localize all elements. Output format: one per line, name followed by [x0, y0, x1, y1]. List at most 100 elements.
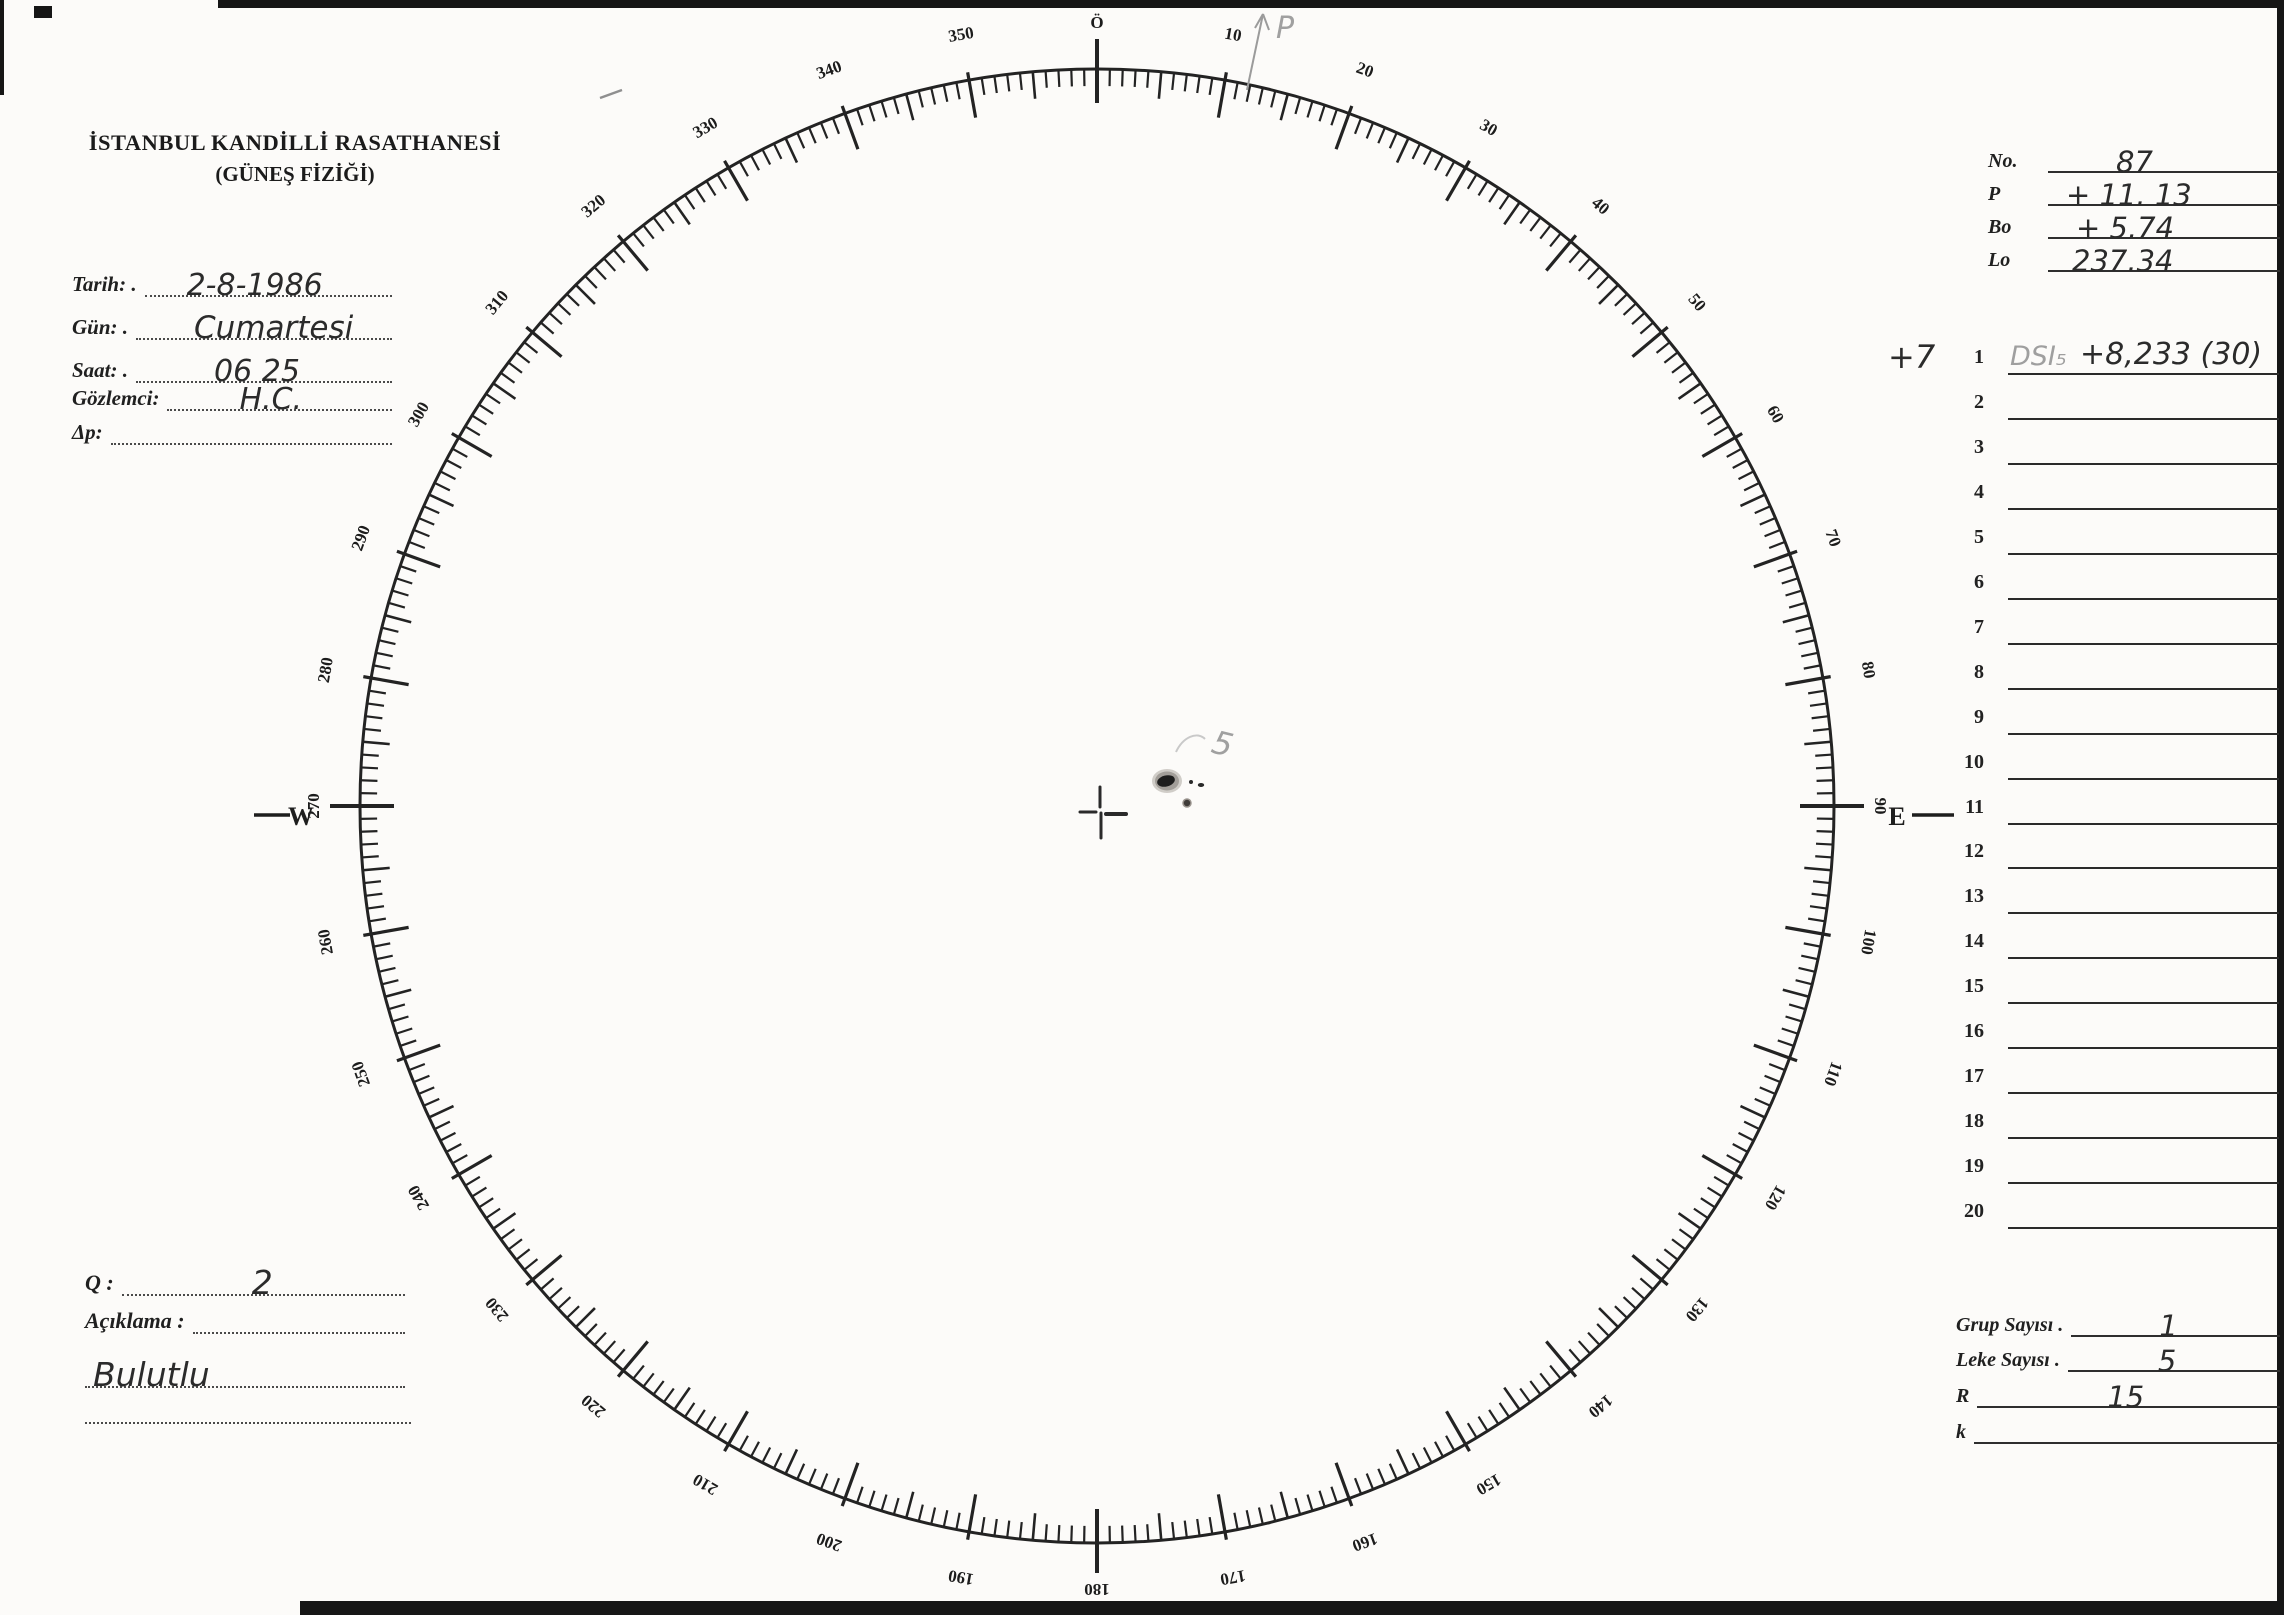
degree-label: 40 [1588, 193, 1613, 218]
degree-label: 110 [1820, 1059, 1846, 1089]
summary-value-handwritten: 5 [2157, 1344, 2177, 1378]
scan-edge-right [2277, 4, 2284, 1615]
field-aciklama-extra-line [85, 1390, 411, 1424]
scan-edge-bottom [300, 1601, 2284, 1615]
spot-row-entry: +8,233 (30) [2080, 337, 2263, 372]
field-label: Tarih: . [72, 272, 137, 296]
spot-row-number: 2 [1974, 390, 1984, 413]
tick-path [330, 39, 1864, 1573]
spot-list-margin-note: +7 [1888, 338, 1936, 376]
degree-label: 220 [578, 1391, 610, 1422]
field-tarih: Tarih: . 2-8-1986 [72, 263, 392, 303]
field-gozlemci: Gözlemci: H.C. [72, 375, 392, 417]
ephemeris-no: No. 87 [1988, 140, 2280, 179]
degree-label: 330 [689, 113, 721, 142]
field-value-handwritten: Cumartesi [194, 310, 354, 346]
degree-label: 300 [404, 398, 433, 430]
summary-line [1974, 1408, 2280, 1444]
ephemeris-line: + 5.74 [2048, 204, 2280, 245]
field-saat: Saat: . 06 25 [72, 349, 392, 389]
degree-label: 30 [1477, 115, 1501, 140]
sunspot-dot [1189, 780, 1193, 784]
spot-row-number: 6 [1974, 570, 1984, 593]
summary-label: Leke Sayısı . [1956, 1349, 2060, 1371]
p-angle-letter: P [1276, 11, 1295, 46]
spot-row-number: 3 [1974, 435, 1984, 458]
spot-row-line [2008, 552, 2279, 555]
spot-row-line [2008, 1002, 2279, 1005]
sunspot-dot [1197, 783, 1205, 787]
degree-label: 140 [1585, 1391, 1617, 1422]
field-value-handwritten: 2-8-1986 [186, 268, 323, 303]
sunspot-pencil-note: 5 [1208, 723, 1237, 765]
spot-row-line [2008, 597, 2279, 600]
field-value-handwritten: H.C. [239, 382, 303, 417]
summary-grup-sayisi: Grup Sayısı . 1 [1956, 1303, 2280, 1343]
ephemeris-p: P + 11. 13 [1988, 173, 2280, 212]
degree-label: 320 [578, 190, 610, 221]
degree-label: 250 [347, 1059, 374, 1089]
spot-row-pencil-note: DSI₅ [2010, 341, 2067, 372]
degree-label: 120 [1761, 1182, 1790, 1214]
field-label: Açıklama : [85, 1308, 185, 1333]
west-letter: W [288, 802, 314, 831]
degree-label: 350 [947, 23, 975, 46]
spot-row-line [2008, 1092, 2279, 1095]
summary-k: k [1956, 1410, 2280, 1444]
field-label: Gün: . [72, 315, 129, 339]
summary-label: Grup Sayısı . [1956, 1314, 2064, 1336]
field-line [85, 1388, 411, 1424]
spot-row-number: 4 [1974, 480, 1984, 503]
spot-row-number: 7 [1974, 615, 1984, 638]
spot-row-line [2008, 687, 2279, 690]
spot-row-number: 20 [1964, 1200, 1984, 1223]
summary-leke-sayisi: Leke Sayısı . 5 [1956, 1338, 2280, 1378]
spot-row-number: 13 [1964, 885, 1984, 908]
degree-label: 50 [1684, 290, 1709, 315]
field-value-handwritten: 2 [251, 1263, 273, 1302]
spot-row-number: 17 [1964, 1065, 1984, 1088]
summary-value-handwritten: 15 [2107, 1380, 2145, 1414]
spot-row-number: 16 [1964, 1020, 1984, 1043]
degree-label: 90 [1871, 798, 1890, 815]
spot-row-line [2008, 822, 2279, 825]
field-label: Gözlemci: [72, 386, 160, 410]
spot-row-number: 10 [1964, 750, 1984, 773]
degree-label: 160 [1350, 1529, 1380, 1556]
degree-label: 200 [814, 1529, 844, 1556]
field-line: H.C. [167, 375, 392, 417]
spot-row-number: 8 [1974, 660, 1984, 683]
spot-row-line [2008, 462, 2279, 465]
ephemeris-label: Bo [1988, 216, 2012, 238]
degree-label: 290 [347, 523, 374, 553]
spot-row-line [2008, 1182, 2279, 1185]
ephemeris-value-handwritten: + 5.74 [2076, 211, 2175, 245]
sunspot-small [1182, 798, 1192, 808]
department-name: (GÜNEŞ FİZİĞİ) [215, 162, 375, 186]
summary-label: R [1956, 1385, 1970, 1407]
field-line [110, 409, 392, 445]
spot-row-number: 15 [1964, 975, 1984, 998]
pencil-squiggle [1175, 734, 1206, 753]
spot-row-number: 14 [1964, 930, 1984, 953]
spot-row-line [2008, 957, 2279, 960]
field-value-handwritten: 06 25 [214, 354, 300, 389]
observatory-header: İSTANBUL KANDİLLİ RASATHANESİ (GÜNEŞ FİZ… [55, 130, 535, 187]
degree-labels: Ö 10 20 30 40 50 60 70 80 90 100 110 120 130 140 150 160… [304, 13, 1890, 1599]
spot-row-line [2008, 1047, 2279, 1050]
summary-label: k [1956, 1421, 1966, 1443]
spot-row-line [2008, 642, 2279, 645]
degree-label: 170 [1219, 1566, 1247, 1589]
degree-label: 340 [814, 56, 844, 83]
center-crosshair [1078, 785, 1128, 840]
ephemeris-lo: Lo 237.34 [1988, 237, 2280, 278]
stray-pencil-mark [599, 88, 623, 100]
ephemeris-value-handwritten: 237.34 [2072, 244, 2174, 278]
spot-row-line [2008, 912, 2279, 915]
spot-row-line [2008, 867, 2279, 870]
field-gun: Gün: . Cumartesi [72, 306, 392, 346]
ephemeris-value-handwritten: 87 [2116, 145, 2153, 179]
tick-path [360, 69, 1834, 1543]
ephemeris-line: 237.34 [2048, 237, 2280, 278]
